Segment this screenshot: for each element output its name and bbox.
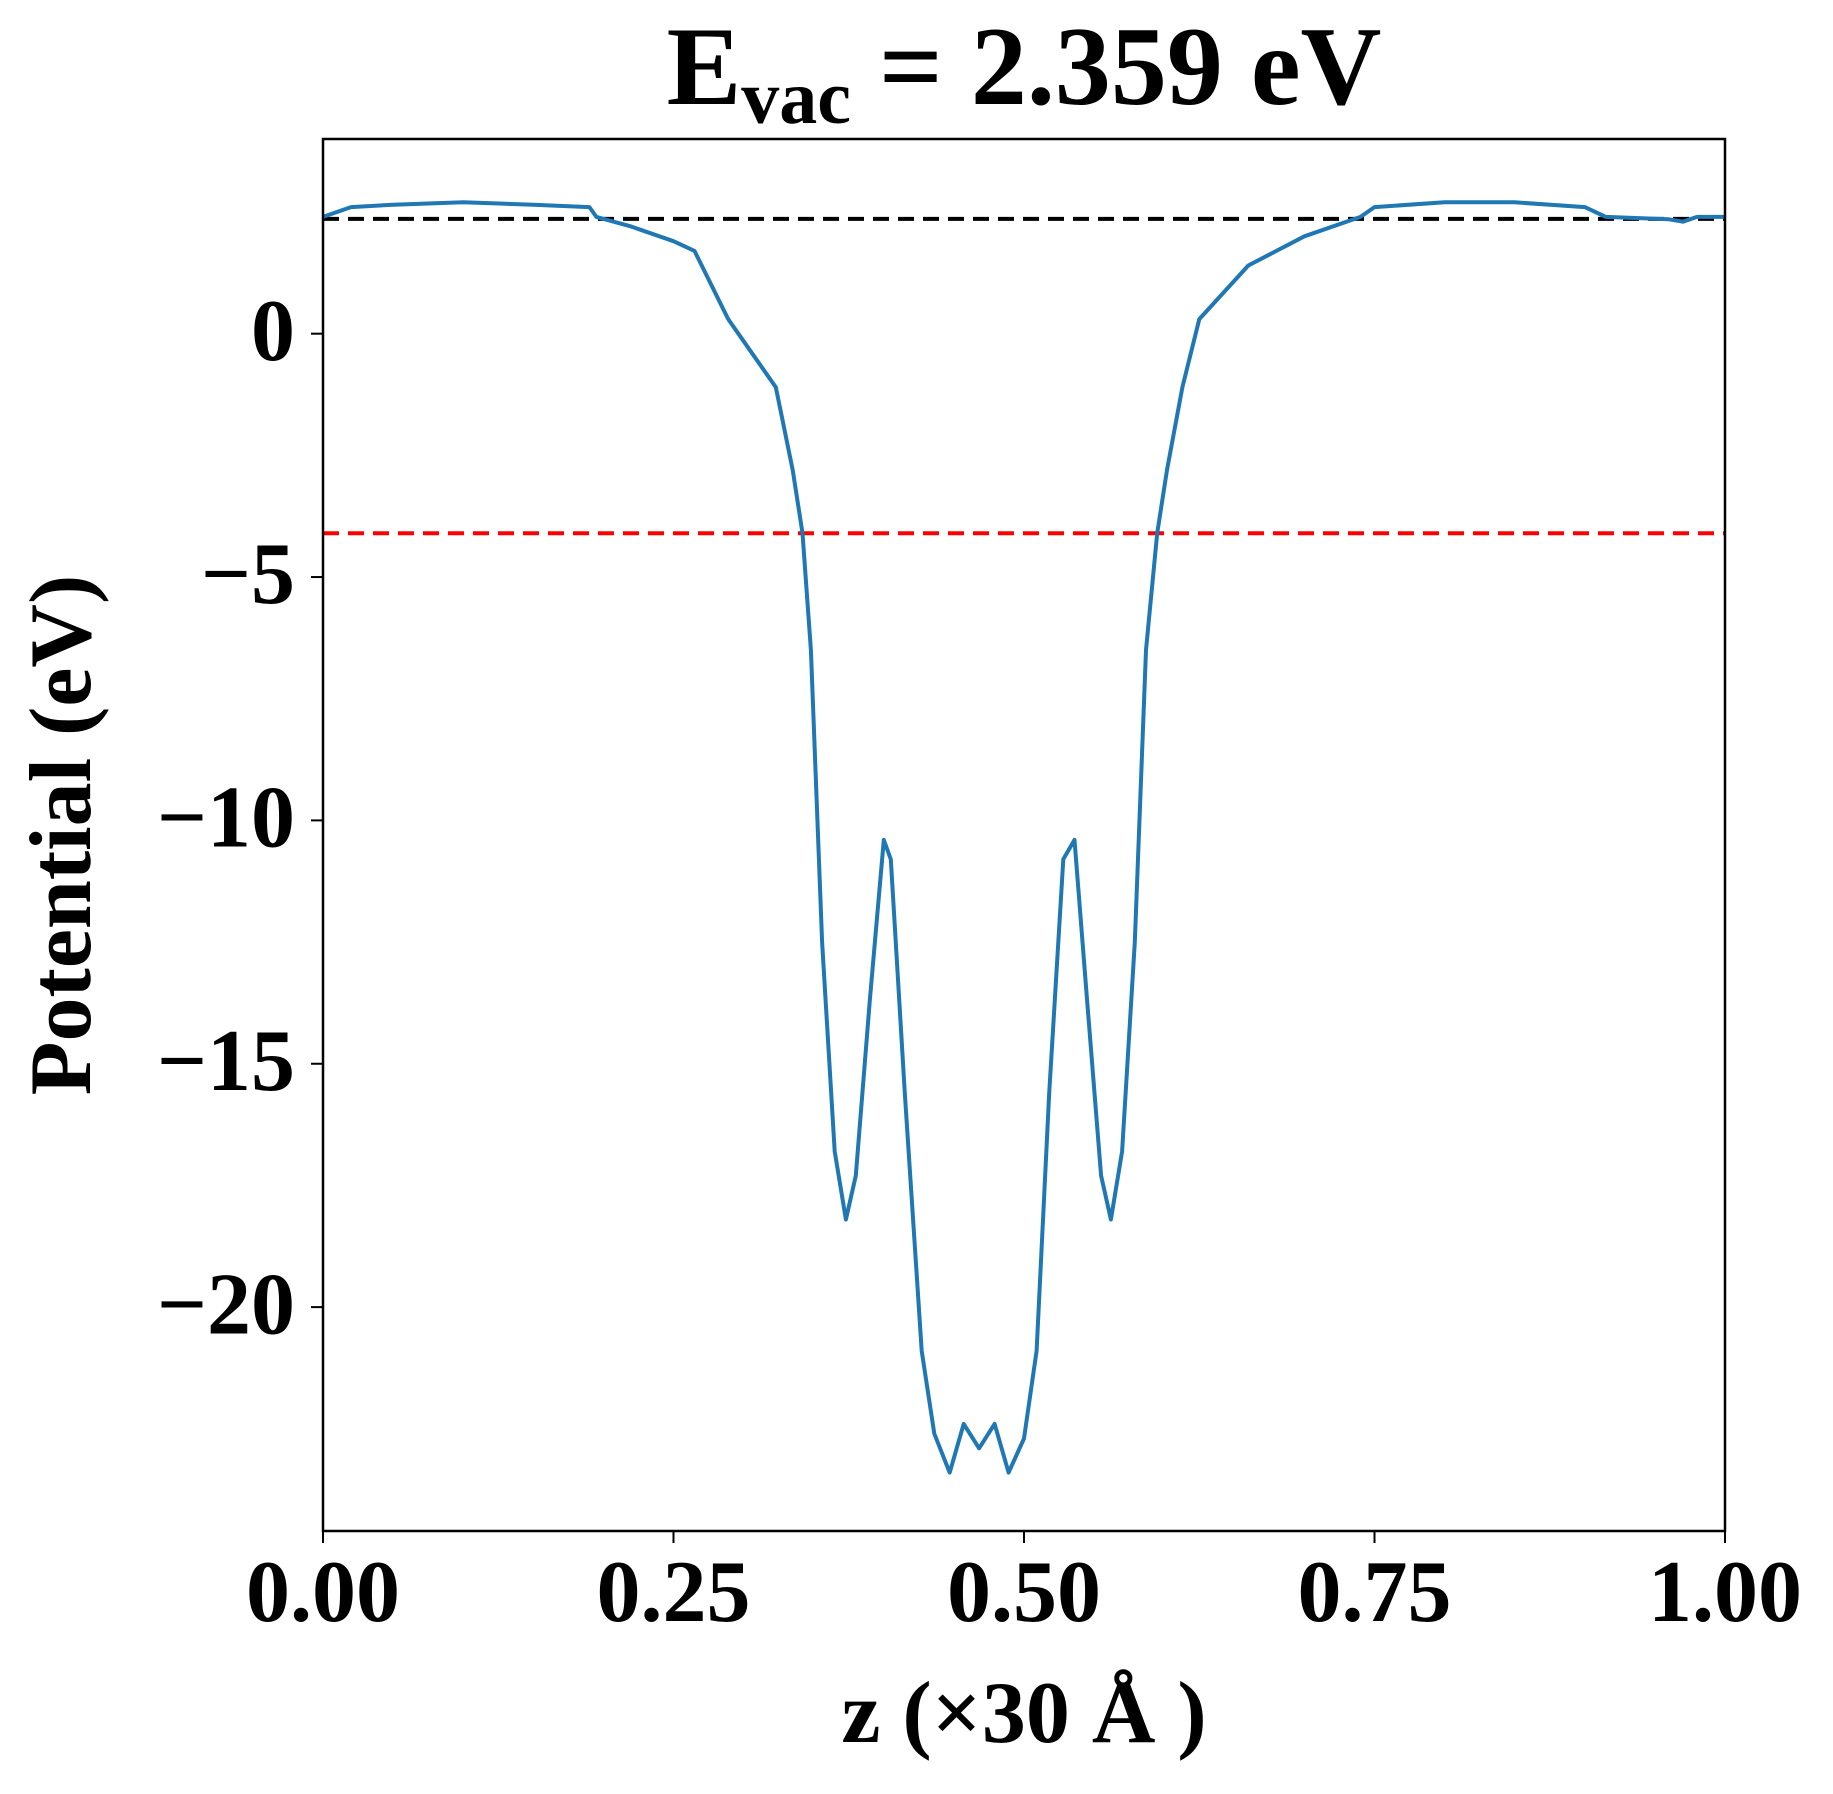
x-tick-label: 1.00 [1648, 1544, 1802, 1641]
title-rest: = 2.359 eV [851, 5, 1381, 129]
chart-title: Evac = 2.359 eV [667, 5, 1382, 141]
y-tick-label: −20 [157, 1256, 295, 1353]
x-axis-label: z (×30 Å ) [841, 1665, 1206, 1762]
x-tick-label: 0.00 [246, 1544, 400, 1641]
y-tick-label: −15 [157, 1013, 295, 1110]
x-tick-label: 0.50 [947, 1544, 1101, 1641]
title-subscript: vac [741, 56, 851, 140]
title-main: E [667, 5, 742, 129]
data-line [322, 200, 1725, 1475]
y-tick-label: −5 [201, 526, 295, 623]
x-tick-label: 0.75 [1298, 1544, 1452, 1641]
y-tick-label: 0 [251, 283, 295, 380]
x-tick-label: 0.25 [597, 1544, 751, 1641]
y-tick-label: −10 [157, 770, 295, 867]
y-axis-label: Potential (eV) [13, 575, 110, 1095]
plot-frame [321, 137, 1727, 1533]
